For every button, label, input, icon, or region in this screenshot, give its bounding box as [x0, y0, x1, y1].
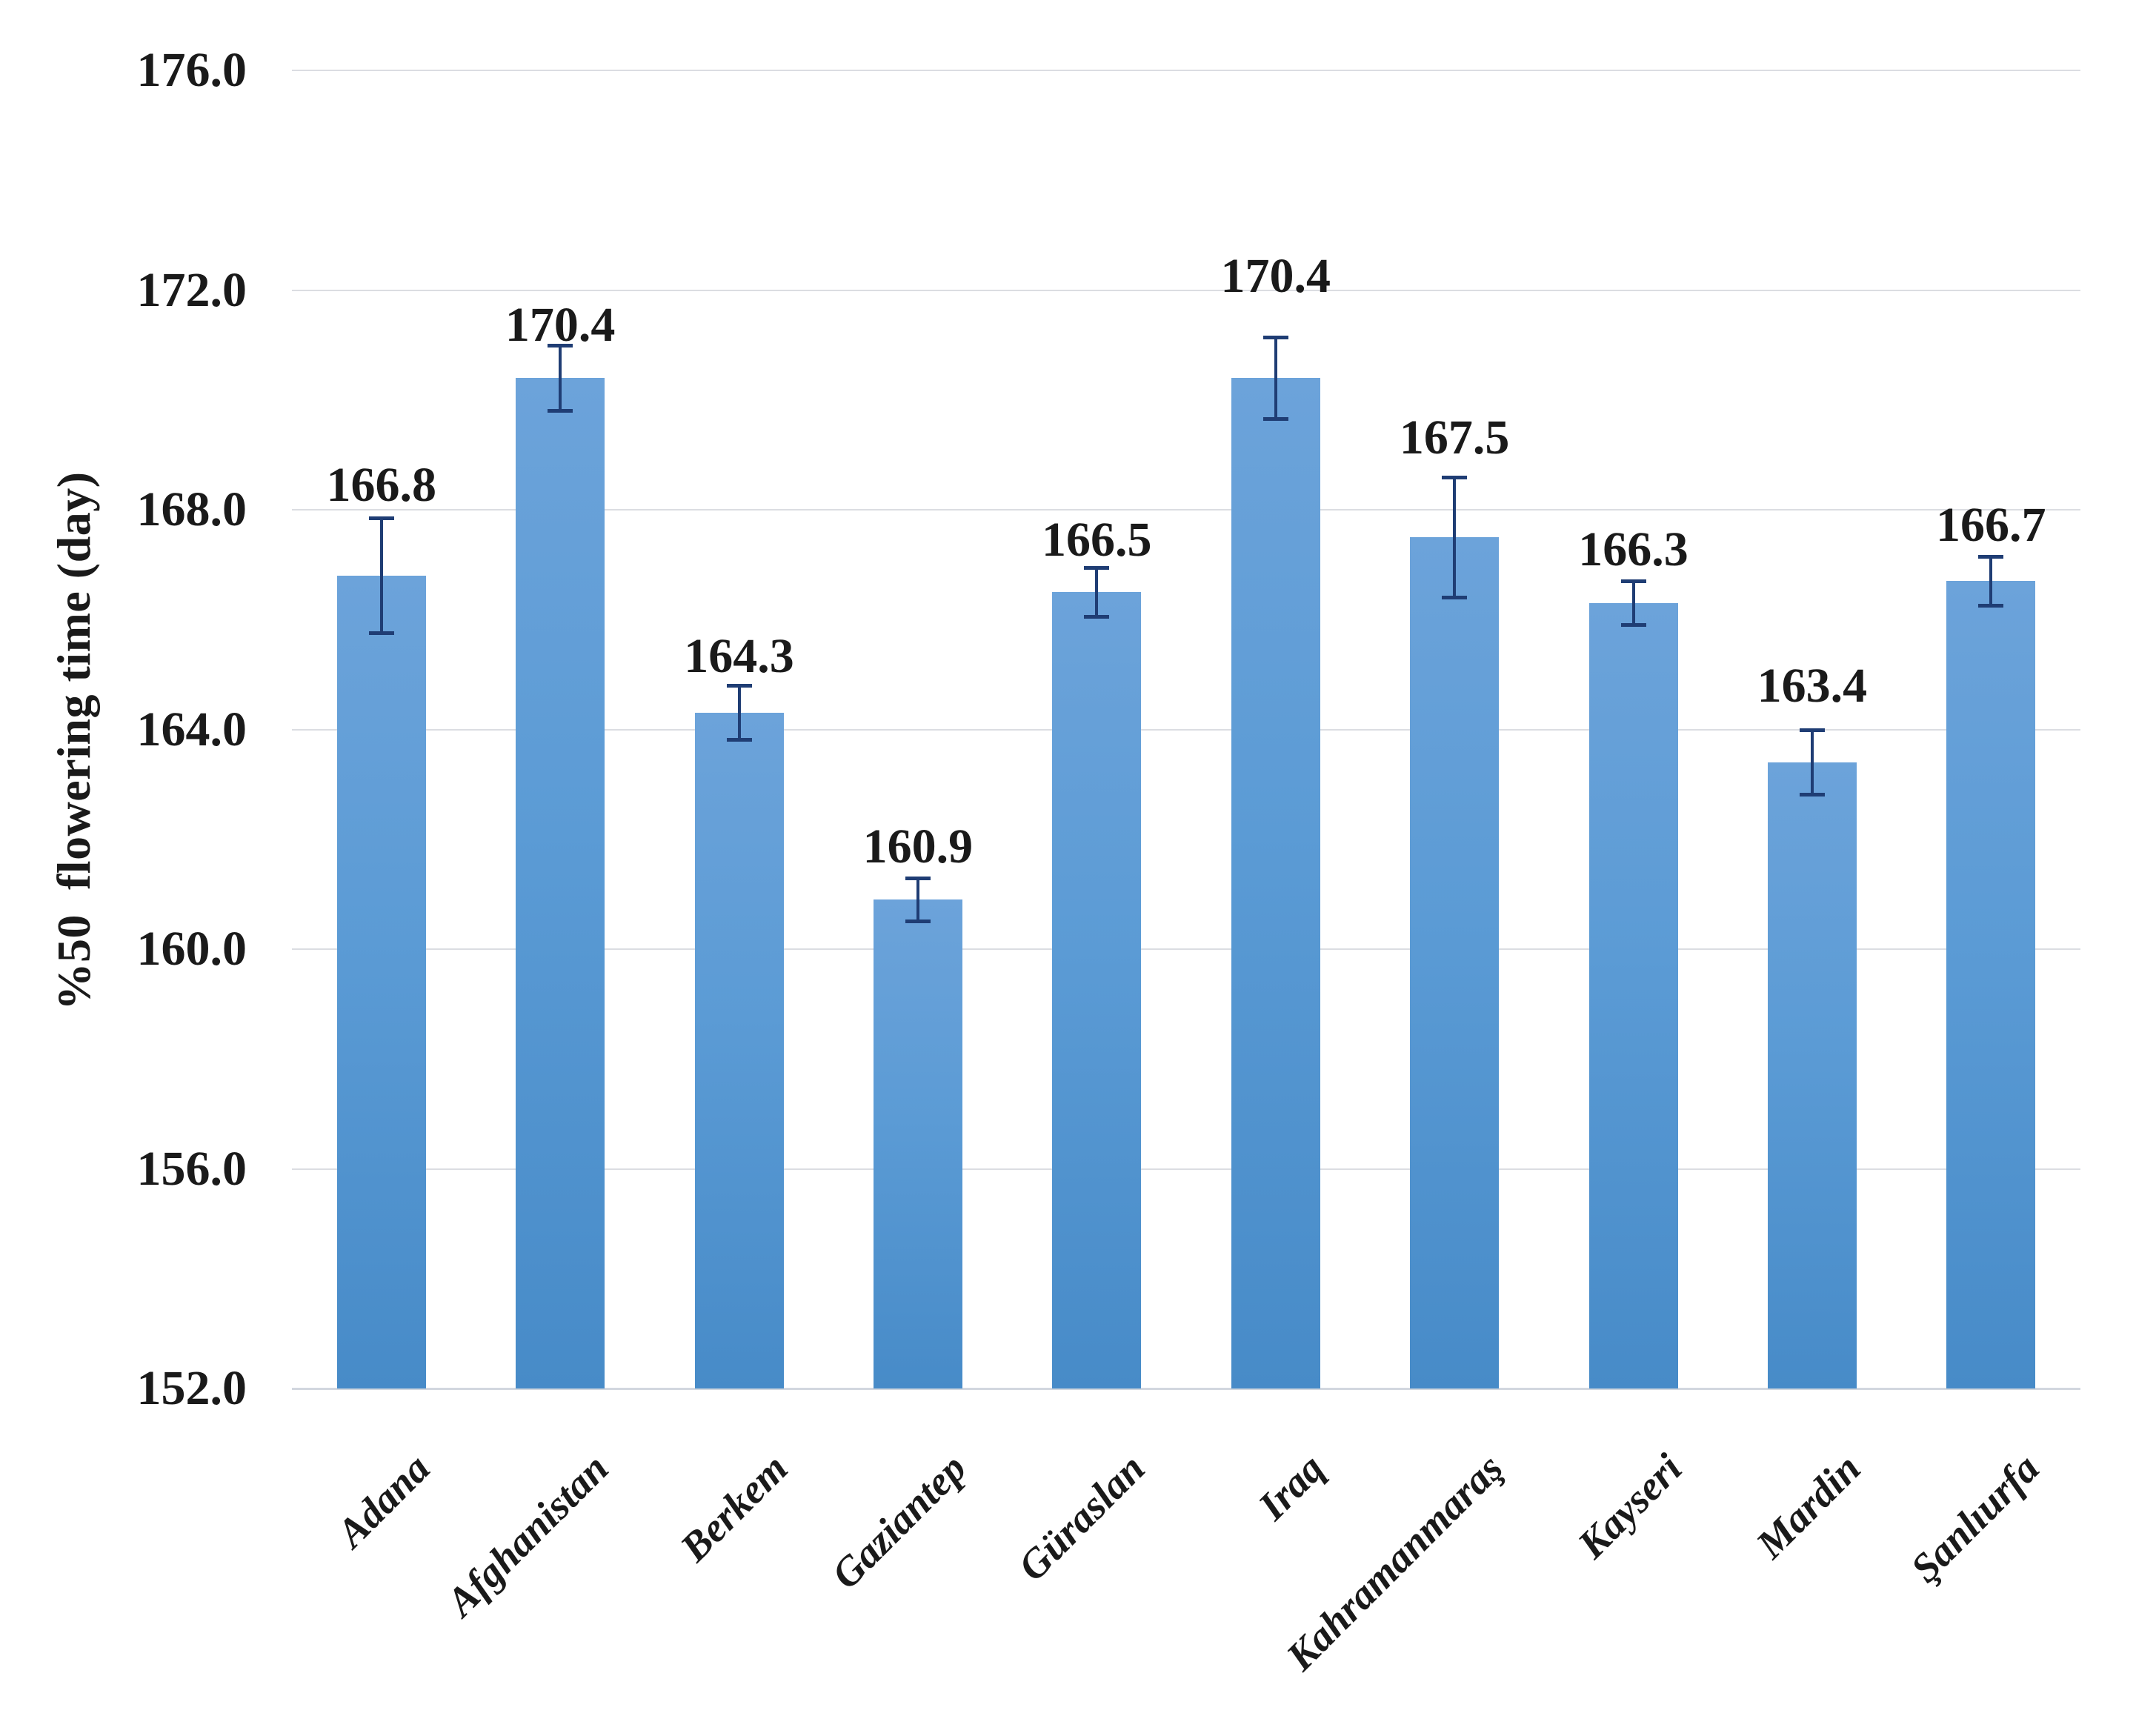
- data-label: 166.7: [1936, 498, 2046, 552]
- category-label: Iraq: [1249, 1445, 1333, 1529]
- gridline: [292, 948, 2080, 950]
- bar: [336, 575, 426, 1389]
- data-label: 166.5: [1042, 512, 1152, 567]
- error-bar-cap-bottom: [548, 408, 573, 413]
- category-label: Mardin: [1747, 1445, 1869, 1567]
- gridline: [292, 728, 2080, 731]
- error-bar: [1989, 556, 1993, 606]
- error-bar: [737, 685, 741, 741]
- bar: [1946, 581, 2036, 1389]
- error-bar-cap-top: [1084, 565, 1110, 570]
- category-label: Kayseri: [1568, 1445, 1691, 1567]
- data-label: 170.4: [1220, 248, 1331, 303]
- data-label: 167.5: [1399, 410, 1510, 465]
- y-tick-label: 168.0: [136, 482, 247, 536]
- data-label: 166.3: [1578, 522, 1688, 577]
- error-bar: [559, 345, 562, 411]
- error-bar-cap-bottom: [1799, 793, 1825, 797]
- error-bar: [1453, 476, 1457, 598]
- data-label: 170.4: [505, 297, 616, 352]
- category-label: Adana: [327, 1445, 439, 1556]
- error-bar-cap-bottom: [905, 919, 931, 923]
- category-label: Berkem: [671, 1445, 796, 1571]
- gridline: [292, 509, 2080, 511]
- y-tick-label: 176.0: [136, 43, 247, 97]
- bar: [516, 378, 605, 1389]
- y-tick-label: 156.0: [136, 1141, 247, 1196]
- category-label: Şanlıurfa: [1902, 1445, 2049, 1592]
- gridline: [292, 70, 2080, 71]
- error-bar-cap-top: [1978, 555, 2004, 559]
- bar: [1767, 762, 1857, 1389]
- x-axis-line: [292, 1388, 2080, 1390]
- error-bar: [1095, 567, 1099, 617]
- error-bar-cap-bottom: [726, 738, 752, 742]
- error-bar-cap-bottom: [368, 631, 394, 635]
- y-tick-label: 152.0: [136, 1361, 247, 1415]
- error-bar-cap-top: [368, 516, 394, 521]
- error-bar-cap-top: [1442, 475, 1468, 479]
- plot-area: 166.8 170.4 164.3 160.9 166.5 170.4 167.5 166.3…: [292, 70, 2080, 1390]
- data-label: 166.8: [326, 458, 436, 513]
- data-label: 164.3: [684, 629, 794, 684]
- error-bar-cap-top: [548, 343, 573, 347]
- error-bar: [379, 518, 383, 633]
- gridline: [292, 1168, 2080, 1170]
- error-bar-cap-bottom: [1620, 622, 1646, 627]
- bar: [1052, 592, 1142, 1389]
- category-label: Güraslan: [1009, 1445, 1154, 1590]
- bar: [1410, 537, 1500, 1389]
- bar: [694, 713, 784, 1389]
- data-label: 160.9: [862, 819, 974, 874]
- bar: [1588, 603, 1678, 1389]
- category-label: Afghanistan: [437, 1445, 617, 1625]
- bar: [1231, 378, 1320, 1389]
- category-label: Gaziantep: [822, 1445, 975, 1597]
- error-bar: [1274, 336, 1277, 419]
- y-tick-label: 172.0: [136, 262, 247, 317]
- error-bar: [1810, 729, 1814, 796]
- error-bar: [916, 877, 919, 922]
- y-tick-label: 160.0: [136, 922, 247, 976]
- error-bar: [1631, 581, 1635, 625]
- y-tick-label: 164.0: [136, 702, 247, 756]
- error-bar-cap-bottom: [1978, 603, 2004, 608]
- gridline: [292, 289, 2080, 291]
- error-bar-cap-top: [726, 684, 752, 688]
- error-bar-cap-bottom: [1084, 614, 1110, 619]
- error-bar-cap-top: [1620, 579, 1646, 584]
- error-bar-cap-bottom: [1442, 595, 1468, 599]
- error-bar-cap-bottom: [1262, 416, 1288, 421]
- error-bar-cap-top: [1799, 728, 1825, 732]
- error-bar-cap-top: [1262, 335, 1288, 339]
- error-bar-cap-top: [905, 876, 931, 880]
- data-label: 163.4: [1757, 658, 1868, 713]
- bar: [873, 899, 962, 1389]
